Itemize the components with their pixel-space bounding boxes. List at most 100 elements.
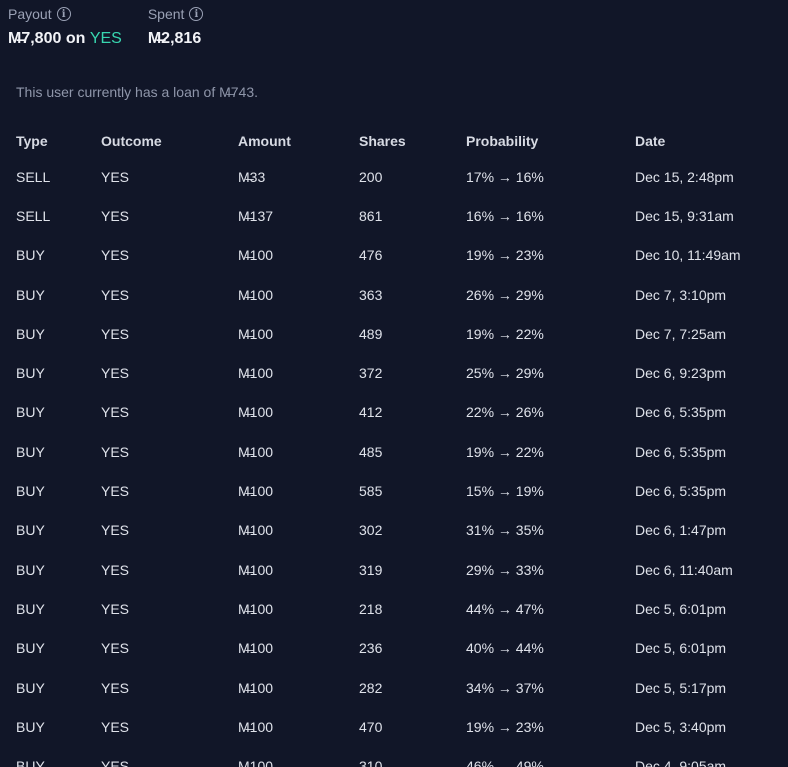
- table-header-row: Type Outcome Amount Shares Probability D…: [16, 124, 785, 157]
- header-date: Date: [635, 132, 666, 149]
- cell-probability: 46% → 49%: [466, 758, 544, 767]
- cell-outcome: YES: [101, 168, 130, 185]
- cell-shares: 200: [359, 168, 383, 185]
- cell-type: BUY: [16, 640, 45, 657]
- bets-table: Type Outcome Amount Shares Probability D…: [16, 124, 785, 767]
- cell-amount: M̶100: [238, 758, 274, 767]
- cell-shares: 470: [359, 718, 383, 735]
- cell-probability: 40% → 44%: [466, 640, 544, 657]
- cell-shares: 476: [359, 247, 383, 264]
- spent-label-row: Spent i: [148, 5, 204, 23]
- cell-type: BUY: [16, 718, 45, 735]
- header-amount: Amount: [238, 132, 291, 149]
- payout-stat: Payout i M̶7,800 on YES: [8, 5, 122, 48]
- cell-type: BUY: [16, 443, 45, 460]
- table-row: BUY YES M̶100 218 44% → 47% Dec 5, 6:01pm: [16, 589, 785, 628]
- cell-outcome: YES: [101, 207, 130, 224]
- cell-amount: M̶137: [238, 207, 274, 224]
- table-row: BUY YES M̶100 485 19% → 22% Dec 6, 5:35pm: [16, 432, 785, 471]
- cell-shares: 363: [359, 286, 383, 303]
- cell-date: Dec 6, 9:23pm: [635, 365, 727, 382]
- cell-date: Dec 7, 7:25am: [635, 325, 727, 342]
- cell-amount: M̶100: [238, 561, 274, 578]
- cell-shares: 412: [359, 404, 383, 421]
- cell-date: Dec 15, 9:31am: [635, 207, 734, 224]
- cell-outcome: YES: [101, 286, 130, 303]
- cell-amount: M̶100: [238, 679, 274, 696]
- payout-amount: M̶7,800: [8, 30, 62, 47]
- info-icon[interactable]: i: [56, 7, 71, 21]
- cell-date: Dec 5, 3:40pm: [635, 718, 727, 735]
- spent-value: M̶2,816: [148, 30, 204, 48]
- cell-amount: M̶100: [238, 640, 274, 657]
- cell-probability: 31% → 35%: [466, 522, 544, 539]
- cell-amount: M̶100: [238, 325, 274, 342]
- cell-date: Dec 5, 6:01pm: [635, 600, 727, 617]
- cell-shares: 585: [359, 483, 383, 500]
- header-outcome: Outcome: [101, 132, 162, 149]
- spent-label: Spent: [147, 6, 185, 22]
- payout-label: Payout: [8, 6, 52, 22]
- table-row: BUY YES M̶100 476 19% → 23% Dec 10, 11:49am: [16, 236, 785, 275]
- cell-amount: M̶100: [238, 483, 274, 500]
- cell-date: Dec 4, 9:05am: [635, 758, 727, 767]
- stats-summary: Payout i M̶7,800 on YES Spent i M̶2,816: [8, 5, 204, 48]
- cell-date: Dec 6, 5:35pm: [635, 404, 727, 421]
- cell-outcome: YES: [101, 483, 130, 500]
- cell-type: BUY: [16, 758, 45, 767]
- cell-date: Dec 5, 6:01pm: [635, 640, 727, 657]
- cell-amount: M̶100: [238, 365, 274, 382]
- payout-label-row: Payout i: [8, 5, 122, 23]
- table-row: BUY YES M̶100 363 26% → 29% Dec 7, 3:10pm: [16, 275, 785, 314]
- cell-shares: 861: [359, 207, 383, 224]
- spent-stat: Spent i M̶2,816: [148, 5, 204, 48]
- cell-probability: 44% → 47%: [466, 600, 544, 617]
- cell-probability: 19% → 23%: [466, 718, 544, 735]
- cell-type: BUY: [16, 404, 45, 421]
- cell-shares: 372: [359, 365, 383, 382]
- cell-shares: 236: [359, 640, 383, 657]
- cell-type: SELL: [16, 207, 51, 224]
- cell-type: BUY: [16, 286, 45, 303]
- cell-probability: 19% → 22%: [466, 443, 544, 460]
- cell-probability: 17% → 16%: [466, 168, 544, 185]
- cell-amount: M̶100: [238, 522, 274, 539]
- cell-type: BUY: [16, 325, 45, 342]
- table-row: SELL YES M̶137 861 16% → 16% Dec 15, 9:31am: [16, 196, 785, 235]
- spent-amount: M̶2,816: [147, 30, 202, 47]
- cell-date: Dec 15, 2:48pm: [635, 168, 734, 185]
- cell-amount: M̶100: [238, 404, 274, 421]
- cell-probability: 15% → 19%: [466, 483, 544, 500]
- cell-outcome: YES: [101, 443, 130, 460]
- header-shares: Shares: [359, 132, 406, 149]
- cell-probability: 19% → 22%: [466, 325, 544, 342]
- bets-table-body: SELL YES M̶33 200 17% → 16% Dec 15, 2:48pm SEL…: [16, 157, 785, 767]
- cell-amount: M̶100: [238, 247, 274, 264]
- cell-probability: 34% → 37%: [466, 679, 544, 696]
- cell-shares: 489: [359, 325, 383, 342]
- table-row: BUY YES M̶100 236 40% → 44% Dec 5, 6:01pm: [16, 629, 785, 668]
- cell-shares: 310: [359, 758, 383, 767]
- info-icon[interactable]: i: [189, 7, 204, 21]
- table-row: BUY YES M̶100 470 19% → 23% Dec 5, 3:40pm: [16, 707, 785, 746]
- cell-shares: 282: [359, 679, 383, 696]
- cell-type: BUY: [16, 561, 45, 578]
- cell-date: Dec 6, 11:40am: [635, 561, 733, 578]
- cell-outcome: YES: [101, 325, 130, 342]
- cell-amount: M̶100: [238, 718, 274, 735]
- cell-outcome: YES: [101, 404, 130, 421]
- cell-probability: 16% → 16%: [466, 207, 544, 224]
- table-row: BUY YES M̶100 412 22% → 26% Dec 6, 5:35pm: [16, 393, 785, 432]
- payout-on-text: on: [65, 30, 86, 47]
- cell-probability: 26% → 29%: [466, 286, 544, 303]
- cell-date: Dec 5, 5:17pm: [635, 679, 727, 696]
- cell-outcome: YES: [101, 522, 130, 539]
- table-row: BUY YES M̶100 310 46% → 49% Dec 4, 9:05am: [16, 746, 785, 767]
- table-row: SELL YES M̶33 200 17% → 16% Dec 15, 2:48pm: [16, 157, 785, 196]
- cell-outcome: YES: [101, 247, 130, 264]
- header-type: Type: [16, 132, 48, 149]
- cell-type: SELL: [16, 168, 51, 185]
- cell-outcome: YES: [101, 365, 130, 382]
- table-row: BUY YES M̶100 585 15% → 19% Dec 6, 5:35pm: [16, 471, 785, 510]
